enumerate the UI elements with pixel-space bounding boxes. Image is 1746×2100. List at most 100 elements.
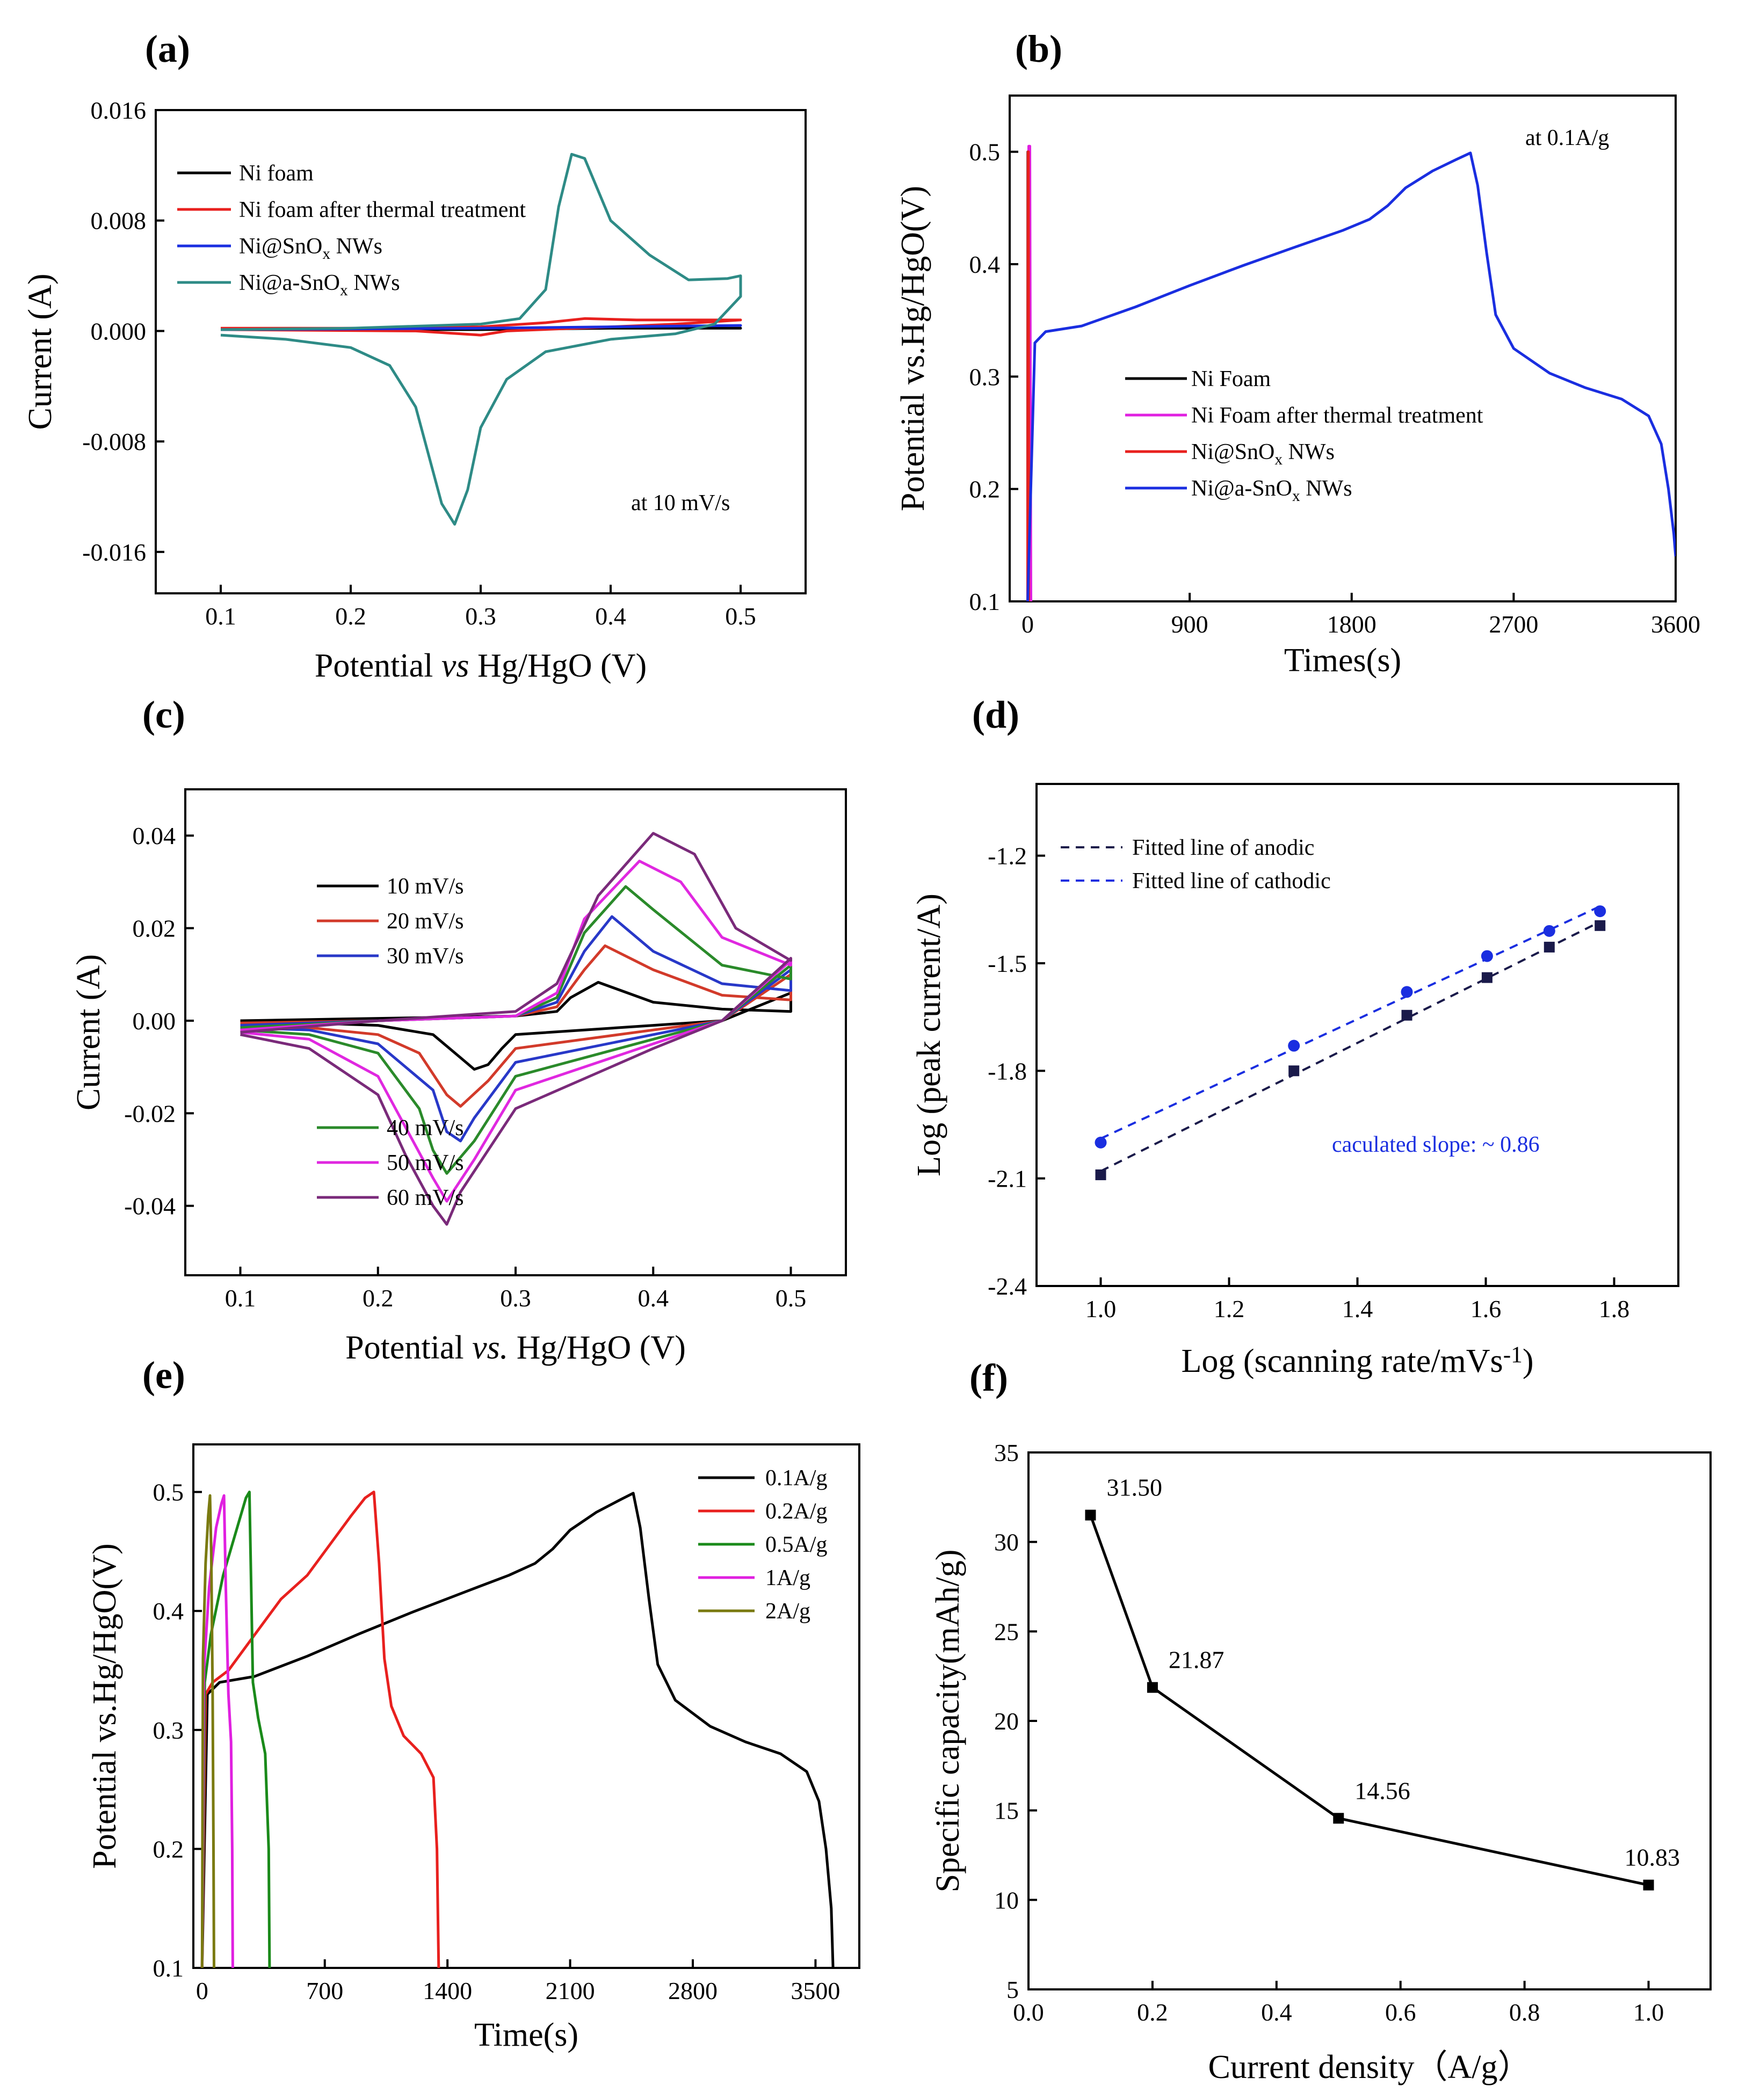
x-tick-label: 3600 [1651, 611, 1700, 638]
fit-line [1100, 905, 1601, 1140]
legend-label: Ni@SnOx NWs [239, 234, 382, 263]
y-axis-title: Potential vs.Hg/HgO(V) [895, 186, 931, 511]
x-tick-label: 0.6 [1385, 1999, 1416, 2026]
x-tick-label: 1.6 [1470, 1295, 1502, 1323]
y-tick-label: 0.016 [91, 97, 147, 124]
panel-f: (f) 0.0 0.2 0.4 0.6 0.8 1.0 5 10 15 20 25 30 35 Curren… [930, 1356, 1712, 2086]
series-line [1026, 151, 1676, 601]
legend-label: Fitted line of anodic [1132, 835, 1314, 860]
x-tick-label: 700 [306, 1977, 343, 2004]
data-point [1595, 920, 1606, 931]
x-tick-label: 0.3 [465, 602, 496, 630]
panel-label: (b) [1015, 27, 1062, 70]
x-tick-label: 0.2 [335, 602, 366, 630]
series-line [220, 317, 742, 337]
x-tick-label: 0.1 [205, 602, 236, 630]
x-tick-label: 0.1 [225, 1284, 256, 1312]
x-tick-label: 0.5 [725, 602, 756, 630]
y-tick-label: 0.5 [153, 1479, 184, 1506]
data-point [1643, 1879, 1654, 1891]
panel-d: (d) 1.0 1.2 1.4 1.6 1.8 -2.4 -2.1 -1.8 -1.5 -1.2 Lo… [911, 693, 1679, 1379]
y-tick-label: 0.2 [153, 1835, 184, 1863]
data-point [1401, 1009, 1412, 1021]
series-line [240, 832, 792, 1226]
y-tick-label: 0.4 [153, 1597, 184, 1625]
legend-label: Ni Foam after thermal treatment [1191, 403, 1483, 428]
series-line [1026, 150, 1030, 601]
y-tick-label: -1.2 [988, 842, 1027, 870]
annotation: caculated slope: ~ 0.86 [1332, 1132, 1540, 1157]
x-tick-label: 0.2 [363, 1284, 394, 1312]
y-tick-label: -1.8 [988, 1057, 1027, 1085]
x-tick-label: 0.4 [1261, 1999, 1292, 2026]
legend-label: 1A/g [765, 1566, 810, 1590]
x-tick-label: 0.4 [595, 602, 626, 630]
legend-label: Ni Foam [1191, 367, 1271, 391]
x-tick-label: 0.2 [1137, 1999, 1168, 2026]
legend-label: 50 mV/s [387, 1151, 464, 1175]
x-axis-title: Potential vs. Hg/HgO (V) [345, 1329, 686, 1366]
y-axis-title: Current (A) [22, 274, 59, 430]
data-label: 21.87 [1169, 1646, 1225, 1674]
y-tick-label: 0.4 [969, 251, 1001, 278]
x-tick-label: 0.3 [500, 1284, 531, 1312]
data-point [1544, 941, 1555, 953]
series-line [220, 324, 742, 331]
data-point [1594, 905, 1606, 918]
data-label: 10.83 [1625, 1844, 1680, 1871]
legend-label: 20 mV/s [387, 909, 464, 934]
data-point [1481, 950, 1493, 962]
x-axis-title: Times(s) [1284, 642, 1401, 679]
x-tick-label: 0.5 [776, 1284, 807, 1312]
series-line [200, 1494, 234, 1968]
series-line [220, 152, 742, 526]
y-tick-label: 10 [994, 1886, 1019, 1914]
y-tick-label: -0.04 [124, 1193, 176, 1220]
y-tick-label: 0.000 [91, 317, 147, 345]
series-line [240, 915, 792, 1143]
x-tick-label: 1800 [1327, 611, 1376, 638]
plot-frame [192, 1443, 860, 1969]
series-line [240, 944, 792, 1108]
data-point [1401, 986, 1413, 998]
x-tick-label: 2800 [668, 1977, 718, 2004]
series-line [200, 1491, 440, 1968]
y-tick-label: 0.2 [969, 476, 1001, 503]
panel-e: (e) 0 700 1400 2100 2800 3500 0.1 0.2 0.3 0.4 0.5 Ti… [86, 1354, 860, 2053]
series-line [240, 860, 792, 1203]
x-tick-label: 0 [1021, 611, 1034, 638]
y-tick-label: -2.4 [988, 1273, 1027, 1300]
y-tick-label: -0.02 [124, 1100, 176, 1127]
x-tick-label: 1.0 [1085, 1295, 1117, 1323]
x-tick-label: 1400 [423, 1977, 472, 2004]
y-tick-label: 0.5 [969, 139, 1001, 166]
x-tick-label: 0 [196, 1977, 208, 2004]
data-point [1333, 1813, 1344, 1824]
y-tick-label: 0.1 [969, 588, 1001, 615]
x-tick-label: 0.0 [1013, 1999, 1044, 2026]
data-point [1543, 925, 1555, 937]
data-point [1288, 1040, 1300, 1052]
legend-label: Ni foam after thermal treatment [239, 198, 526, 222]
annotation: at 10 mV/s [631, 491, 730, 515]
series-line [200, 1494, 215, 1968]
legend-label: Ni foam [239, 161, 314, 186]
y-axis-title: Potential vs.Hg/HgO(V) [86, 1543, 123, 1869]
y-axis-title: Current (A) [70, 954, 107, 1110]
y-tick-label: 0.02 [133, 915, 176, 942]
x-tick-label: 3500 [791, 1977, 840, 2004]
data-point [1481, 972, 1493, 983]
x-tick-label: 1.4 [1342, 1295, 1373, 1323]
x-tick-label: 900 [1171, 611, 1208, 638]
data-point [1288, 1065, 1300, 1077]
x-axis-title: Log (scanning rate/mVs-1) [1182, 1342, 1534, 1379]
annotation: at 0.1A/g [1525, 126, 1609, 150]
y-tick-label: 20 [994, 1707, 1019, 1735]
panel-label: (d) [972, 693, 1019, 736]
legend-label: 30 mV/s [387, 944, 464, 969]
series-line [240, 885, 792, 1175]
x-axis-title: Current density（A/g） [1208, 2049, 1531, 2086]
legend-label: 40 mV/s [387, 1116, 464, 1140]
y-tick-label: -0.016 [82, 539, 146, 566]
